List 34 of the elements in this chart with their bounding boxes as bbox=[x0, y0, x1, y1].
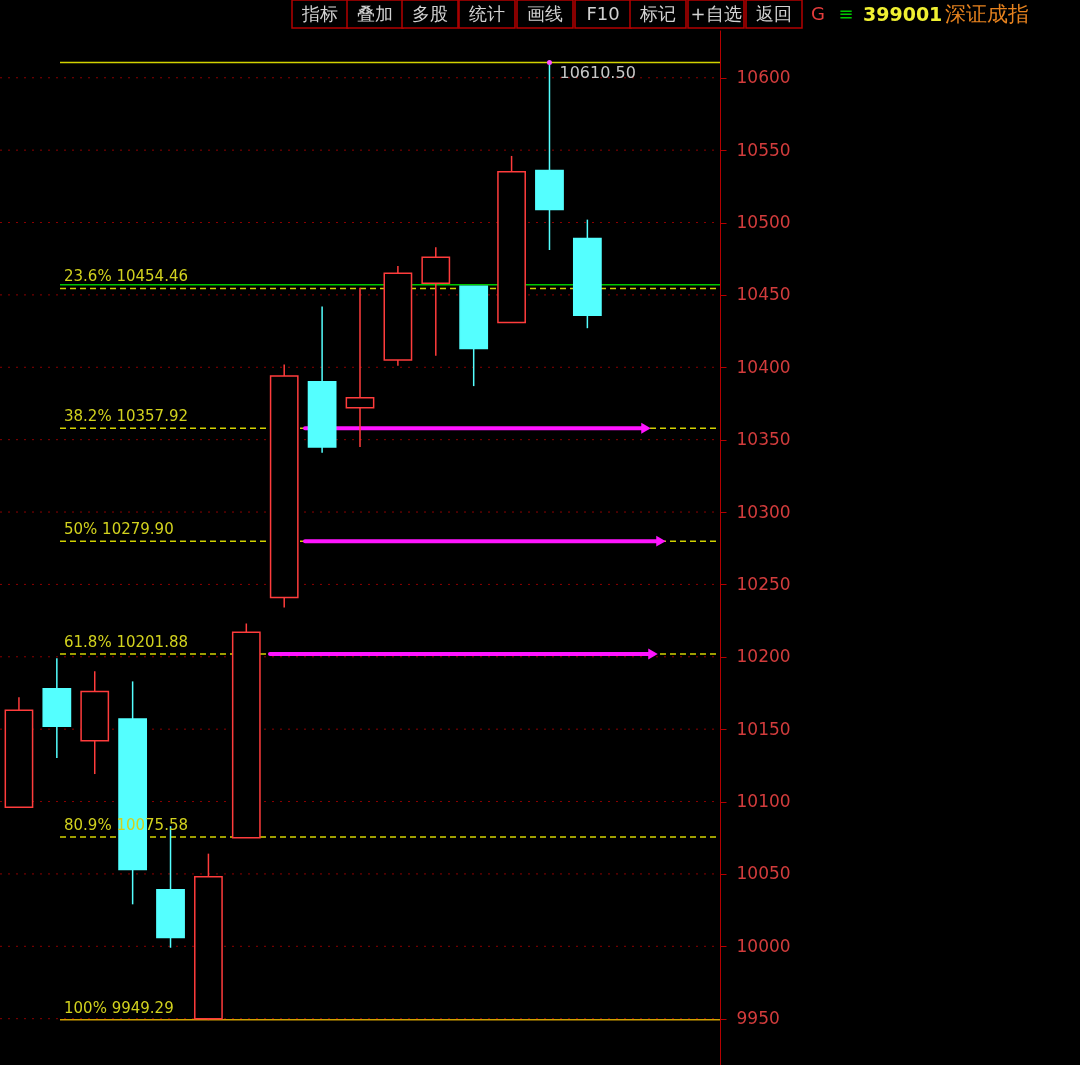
y-tick-label: 10600 bbox=[736, 67, 791, 88]
candlestick bbox=[345, 286, 375, 448]
text: 返回 bbox=[756, 3, 792, 24]
text: 画线 bbox=[527, 3, 563, 24]
ref-line-label: 38.2% 10357.92 bbox=[64, 407, 188, 426]
annotation: 10610.50 bbox=[559, 62, 636, 82]
y-tick-label: 10450 bbox=[736, 284, 791, 305]
ref-line-label: 61.8% 10201.88 bbox=[64, 633, 188, 652]
ref-line-label: 50% 10279.90 bbox=[64, 520, 174, 539]
text: 多股 bbox=[412, 3, 448, 24]
y-tick-label: 10150 bbox=[736, 718, 791, 739]
ref-line-label: 100% 9949.29 bbox=[64, 998, 174, 1017]
y-tick-label: 10250 bbox=[736, 573, 791, 594]
text: 统计 bbox=[469, 3, 505, 24]
text: 叠加 bbox=[357, 3, 393, 24]
text: F10 bbox=[586, 3, 620, 24]
text: 深证成指 bbox=[945, 2, 1029, 26]
y-tick-label: 10300 bbox=[736, 501, 791, 522]
y-tick-label: 10000 bbox=[736, 935, 791, 956]
text: 399001 bbox=[863, 3, 943, 25]
text: 标记 bbox=[639, 3, 676, 24]
y-tick-label: 10200 bbox=[736, 646, 791, 667]
y-tick-label: 10550 bbox=[736, 139, 791, 160]
text: 指标 bbox=[301, 3, 338, 24]
y-tick-label: 9950 bbox=[736, 1008, 780, 1029]
text: +自选 bbox=[690, 3, 742, 24]
ref-line-label: 23.6% 10454.46 bbox=[64, 267, 188, 286]
y-tick-label: 10400 bbox=[736, 356, 791, 377]
y-tick-label: 10350 bbox=[736, 429, 791, 450]
text: ≡ bbox=[838, 3, 854, 24]
text: G bbox=[811, 3, 825, 24]
y-tick-label: 10100 bbox=[736, 791, 791, 812]
y-tick-label: 10500 bbox=[736, 212, 791, 233]
y-tick-label: 10050 bbox=[736, 863, 791, 884]
